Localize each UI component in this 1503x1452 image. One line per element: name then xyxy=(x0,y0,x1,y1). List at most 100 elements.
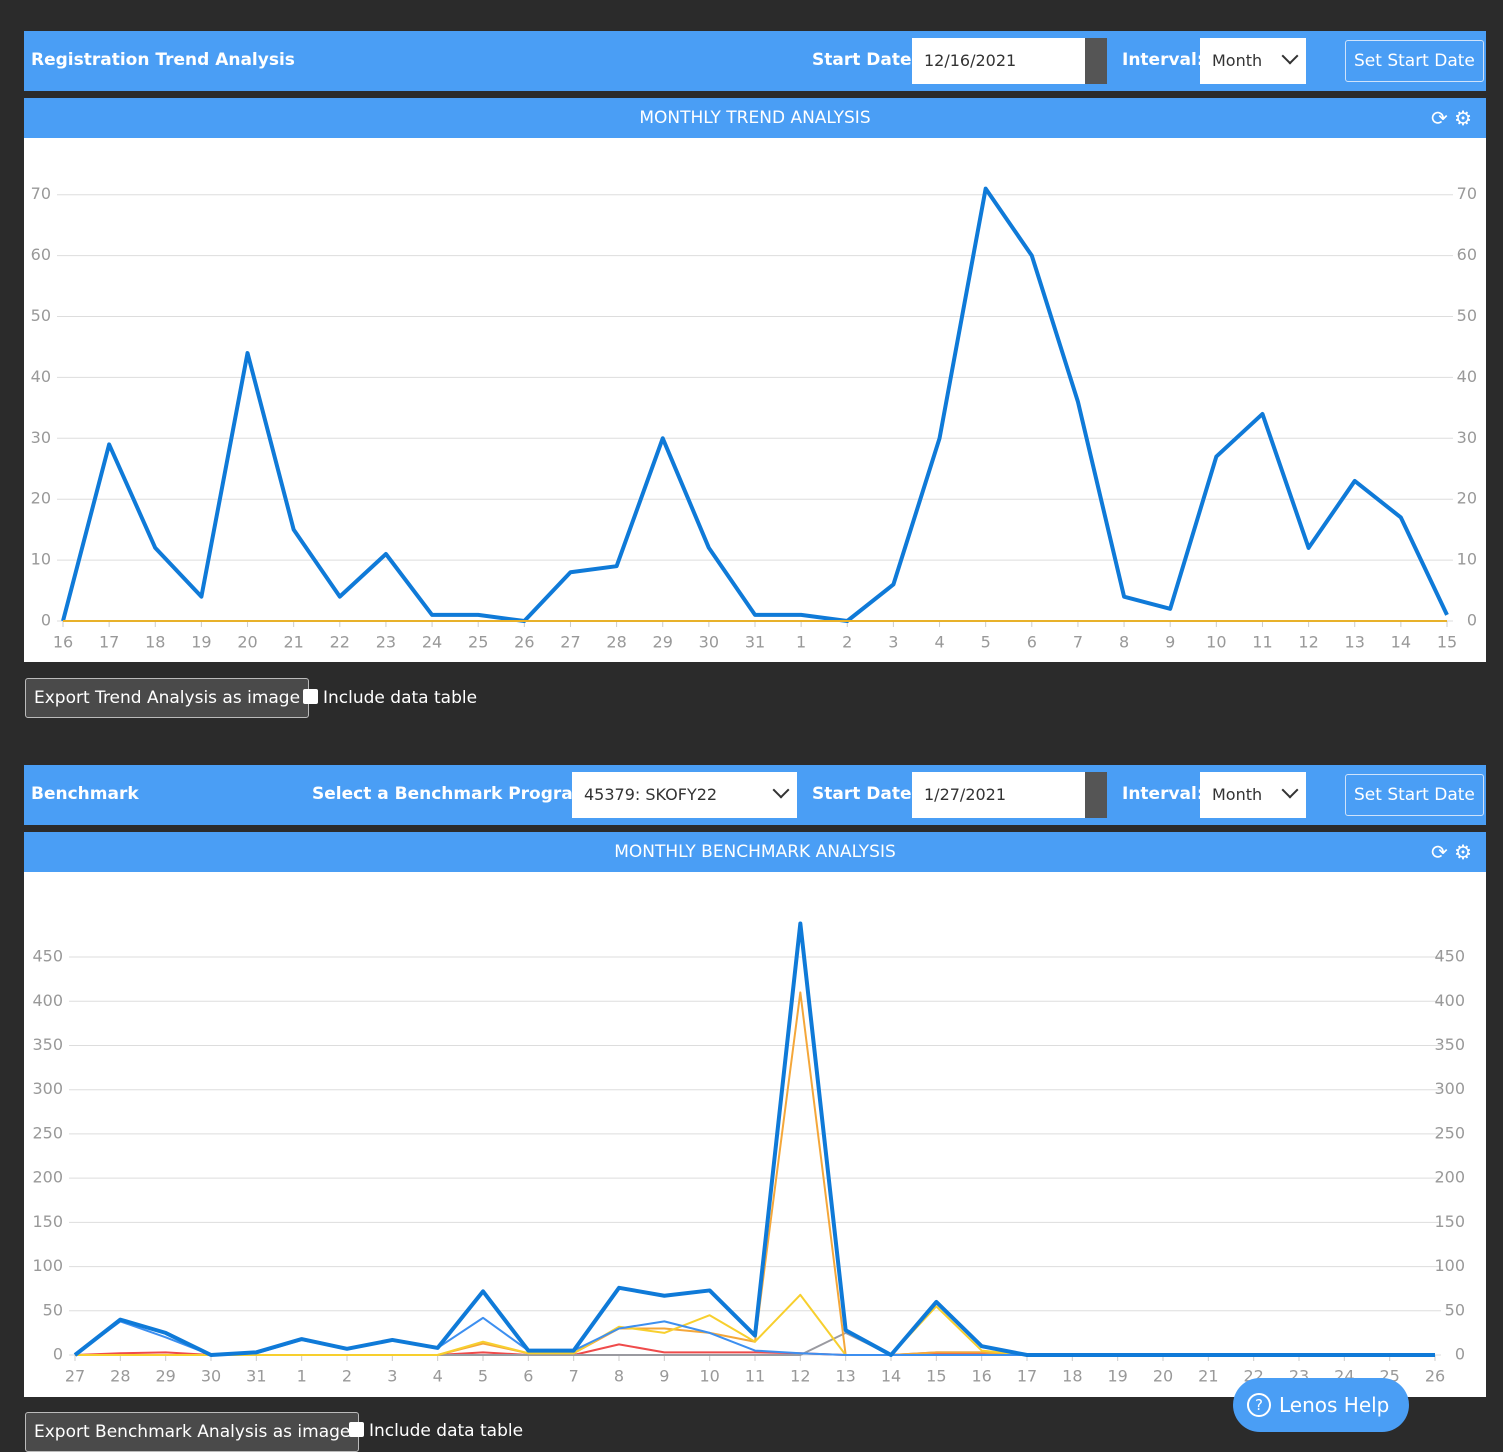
series-line xyxy=(61,186,1449,623)
start-date-value: 1/27/2021 xyxy=(924,785,1007,804)
y-tick-label: 300 xyxy=(32,1079,63,1098)
x-tick-label: 14 xyxy=(1391,633,1411,652)
x-tick-label: 6 xyxy=(1027,633,1037,652)
x-tick-label: 2 xyxy=(842,633,852,652)
y-tick-label: 100 xyxy=(32,1256,63,1275)
y-tick-label: 60 xyxy=(31,245,51,264)
chart: 0 0 50 50 100 100 150 150 200 200 250 250 300 300 350 3… xyxy=(32,921,1465,1386)
y2-tick-label: 10 xyxy=(1457,550,1477,569)
y2-tick-label: 20 xyxy=(1457,489,1477,508)
y2-tick-label: 30 xyxy=(1457,428,1477,447)
y-tick-label: 50 xyxy=(31,306,51,325)
series-line xyxy=(73,921,1435,1357)
x-tick-label: 27 xyxy=(560,633,580,652)
start-label: Start Date: xyxy=(812,784,919,804)
x-tick-label: 30 xyxy=(201,1367,221,1386)
x-tick-label: 27 xyxy=(65,1367,85,1386)
y2-tick-label: 350 xyxy=(1434,1035,1465,1054)
benchmark-header: Benchmark Select a Benchmark Program: 45… xyxy=(24,765,1486,825)
program-select[interactable]: 45379: SKOFY22 xyxy=(572,772,797,818)
x-tick-label: 17 xyxy=(99,633,119,652)
y-tick-label: 450 xyxy=(32,947,63,966)
y2-tick-label: 450 xyxy=(1434,947,1465,966)
x-tick-label: 7 xyxy=(569,1367,579,1386)
y2-tick-label: 300 xyxy=(1434,1079,1465,1098)
include-table-checkbox[interactable]: Include data table xyxy=(349,1421,523,1441)
x-tick-label: 22 xyxy=(330,633,350,652)
x-tick-label: 15 xyxy=(1437,633,1457,652)
benchmark-chart-area: 0 0 50 50 100 100 150 150 200 200 250 250 300 300 350 3… xyxy=(24,872,1486,1397)
x-tick-label: 8 xyxy=(1119,633,1129,652)
x-tick-label: 20 xyxy=(237,633,257,652)
program-value: 45379: SKOFY22 xyxy=(584,785,718,804)
x-tick-label: 16 xyxy=(53,633,73,652)
x-tick-label: 11 xyxy=(745,1367,765,1386)
export-button[interactable]: Export Trend Analysis as image xyxy=(25,678,310,718)
x-tick-label: 9 xyxy=(659,1367,669,1386)
start-date-input[interactable]: 12/16/2021 xyxy=(912,38,1107,84)
chart-tools[interactable]: ⟳ ⚙ xyxy=(1430,106,1472,130)
x-tick-label: 30 xyxy=(699,633,719,652)
y-tick-label: 30 xyxy=(31,428,51,447)
y2-tick-label: 250 xyxy=(1434,1123,1465,1142)
x-tick-label: 23 xyxy=(376,633,396,652)
x-tick-label: 6 xyxy=(523,1367,533,1386)
y-tick-label: 40 xyxy=(31,367,51,386)
x-tick-label: 4 xyxy=(433,1367,443,1386)
program-label: Select a Benchmark Program: xyxy=(312,784,598,804)
y2-tick-label: 150 xyxy=(1434,1212,1465,1231)
x-tick-label: 31 xyxy=(246,1367,266,1386)
calendar-icon[interactable] xyxy=(1085,772,1107,818)
y-tick-label: 0 xyxy=(53,1345,63,1364)
x-tick-label: 16 xyxy=(971,1367,991,1386)
x-tick-label: 29 xyxy=(653,633,673,652)
interval-label: Interval: xyxy=(1122,784,1204,804)
x-tick-label: 2 xyxy=(342,1367,352,1386)
x-tick-label: 12 xyxy=(790,1367,810,1386)
y2-tick-label: 50 xyxy=(1457,306,1477,325)
y2-tick-label: 70 xyxy=(1457,184,1477,203)
x-tick-label: 19 xyxy=(191,633,211,652)
interval-select[interactable]: Month xyxy=(1200,772,1306,818)
x-tick-label: 15 xyxy=(926,1367,946,1386)
y-tick-label: 50 xyxy=(43,1300,63,1319)
interval-value: Month xyxy=(1212,785,1263,804)
x-tick-label: 25 xyxy=(468,633,488,652)
interval-select[interactable]: Month xyxy=(1200,38,1306,84)
start-date-input[interactable]: 1/27/2021 xyxy=(912,772,1107,818)
set-start-button[interactable]: Set Start Date xyxy=(1345,40,1484,82)
y2-tick-label: 0 xyxy=(1467,611,1477,630)
y2-tick-label: 50 xyxy=(1445,1300,1465,1319)
calendar-icon[interactable] xyxy=(1085,38,1107,84)
x-tick-label: 3 xyxy=(888,633,898,652)
x-tick-label: 31 xyxy=(745,633,765,652)
x-tick-label: 4 xyxy=(934,633,944,652)
x-tick-label: 26 xyxy=(514,633,534,652)
x-tick-label: 19 xyxy=(1107,1367,1127,1386)
help-button[interactable]: ? Lenos Help xyxy=(1233,1378,1409,1432)
y-tick-label: 400 xyxy=(32,991,63,1010)
checkbox-label: Include data table xyxy=(369,1421,524,1441)
x-tick-label: 17 xyxy=(1017,1367,1037,1386)
help-label: Lenos Help xyxy=(1279,1393,1390,1417)
export-button[interactable]: Export Benchmark Analysis as image xyxy=(25,1412,360,1452)
start-label: Start Date: xyxy=(812,50,919,70)
x-tick-label: 5 xyxy=(478,1367,488,1386)
include-table-checkbox[interactable]: Include data table xyxy=(303,688,477,708)
x-tick-label: 26 xyxy=(1425,1367,1445,1386)
chart-title: MONTHLY BENCHMARK ANALYSIS xyxy=(614,842,896,862)
x-tick-label: 18 xyxy=(1062,1367,1082,1386)
y-tick-label: 10 xyxy=(31,550,51,569)
x-tick-label: 11 xyxy=(1252,633,1272,652)
chart-tools[interactable]: ⟳ ⚙ xyxy=(1430,840,1472,864)
y2-tick-label: 400 xyxy=(1434,991,1465,1010)
set-start-button[interactable]: Set Start Date xyxy=(1345,774,1484,816)
x-tick-label: 20 xyxy=(1153,1367,1173,1386)
chart-title-bar: MONTHLY TREND ANALYSIS ⟳ ⚙ xyxy=(24,98,1486,138)
chart-title-bar: MONTHLY BENCHMARK ANALYSIS ⟳ ⚙ xyxy=(24,832,1486,872)
x-tick-label: 13 xyxy=(835,1367,855,1386)
x-tick-label: 10 xyxy=(699,1367,719,1386)
x-tick-label: 29 xyxy=(155,1367,175,1386)
x-tick-label: 7 xyxy=(1073,633,1083,652)
